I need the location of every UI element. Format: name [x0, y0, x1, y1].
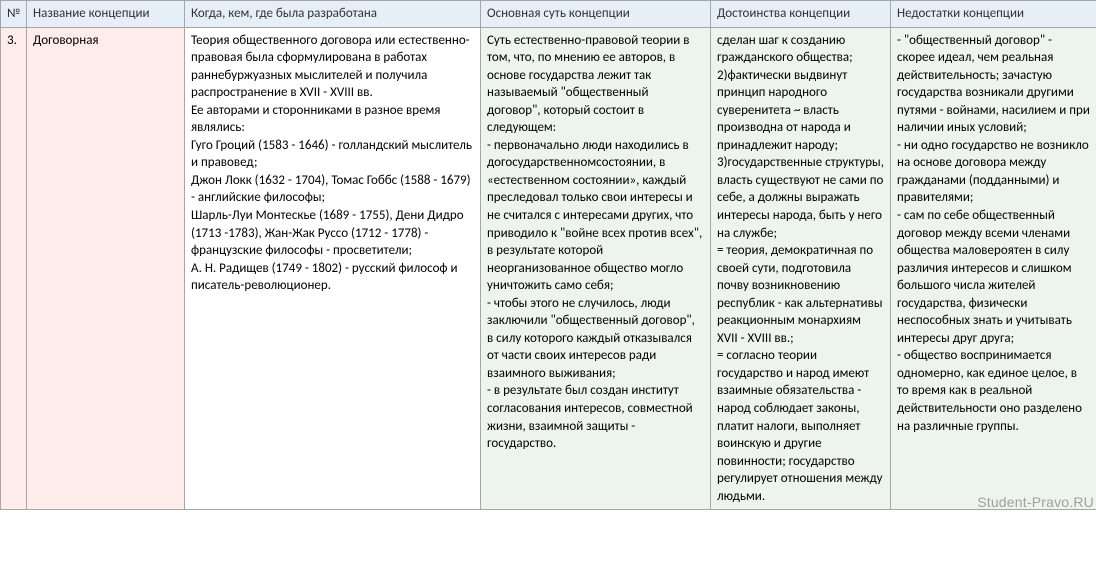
cell-cons: - "общественный договор" - скорее идеал,… [891, 27, 1096, 510]
concepts-table: № Название концепции Когда, кем, где был… [0, 0, 1096, 510]
cell-num: 3. [1, 27, 27, 510]
cell-when: Теория общественного договора или естест… [185, 27, 481, 510]
header-cons: Недостатки концепции [891, 1, 1096, 28]
cell-pros: сделан шаг к созданию гражданского общес… [711, 27, 891, 510]
header-name: Название концепции [27, 1, 185, 28]
cell-name: Договорная [27, 27, 185, 510]
header-row: № Название концепции Когда, кем, где был… [1, 1, 1096, 28]
header-essence: Основная суть концепции [481, 1, 711, 28]
header-pros: Достоинства концепции [711, 1, 891, 28]
header-num: № [1, 1, 27, 28]
table-row: 3. Договорная Теория общественного догов… [1, 27, 1096, 510]
cell-essence: Суть естественно-правовой теории в том, … [481, 27, 711, 510]
header-when: Когда, кем, где была разработана [185, 1, 481, 28]
watermark: Student-Pravo.RU [977, 494, 1094, 510]
